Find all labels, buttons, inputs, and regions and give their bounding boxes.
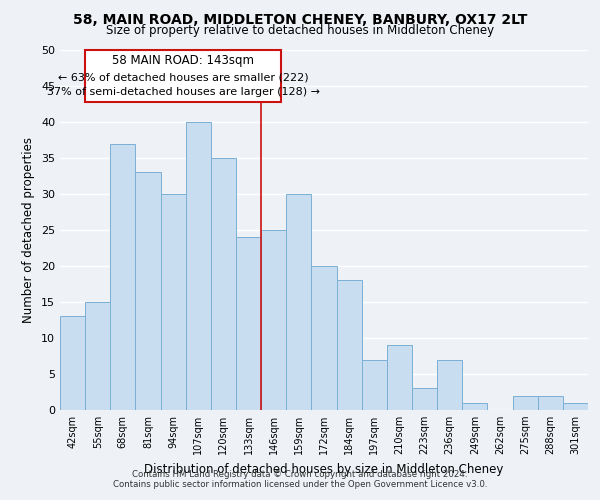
Bar <box>563 403 588 410</box>
Bar <box>412 388 437 410</box>
Bar <box>387 345 412 410</box>
Bar <box>136 172 161 410</box>
Bar <box>85 302 110 410</box>
Text: 58, MAIN ROAD, MIDDLETON CHENEY, BANBURY, OX17 2LT: 58, MAIN ROAD, MIDDLETON CHENEY, BANBURY… <box>73 12 527 26</box>
Bar <box>161 194 186 410</box>
Text: 58 MAIN ROAD: 143sqm: 58 MAIN ROAD: 143sqm <box>112 54 254 68</box>
FancyBboxPatch shape <box>85 50 281 102</box>
Bar <box>311 266 337 410</box>
Bar <box>236 237 261 410</box>
Text: 37% of semi-detached houses are larger (128) →: 37% of semi-detached houses are larger (… <box>47 87 320 97</box>
Bar <box>286 194 311 410</box>
Bar <box>186 122 211 410</box>
Bar <box>337 280 362 410</box>
Bar <box>462 403 487 410</box>
Text: Size of property relative to detached houses in Middleton Cheney: Size of property relative to detached ho… <box>106 24 494 37</box>
X-axis label: Distribution of detached houses by size in Middleton Cheney: Distribution of detached houses by size … <box>145 462 503 475</box>
Bar <box>261 230 286 410</box>
Text: ← 63% of detached houses are smaller (222): ← 63% of detached houses are smaller (22… <box>58 72 308 83</box>
Text: Contains HM Land Registry data © Crown copyright and database right 2024.
Contai: Contains HM Land Registry data © Crown c… <box>113 470 487 489</box>
Y-axis label: Number of detached properties: Number of detached properties <box>22 137 35 323</box>
Bar <box>437 360 462 410</box>
Bar <box>538 396 563 410</box>
Bar <box>512 396 538 410</box>
Bar <box>362 360 387 410</box>
Bar <box>60 316 85 410</box>
Bar <box>211 158 236 410</box>
Bar <box>110 144 136 410</box>
